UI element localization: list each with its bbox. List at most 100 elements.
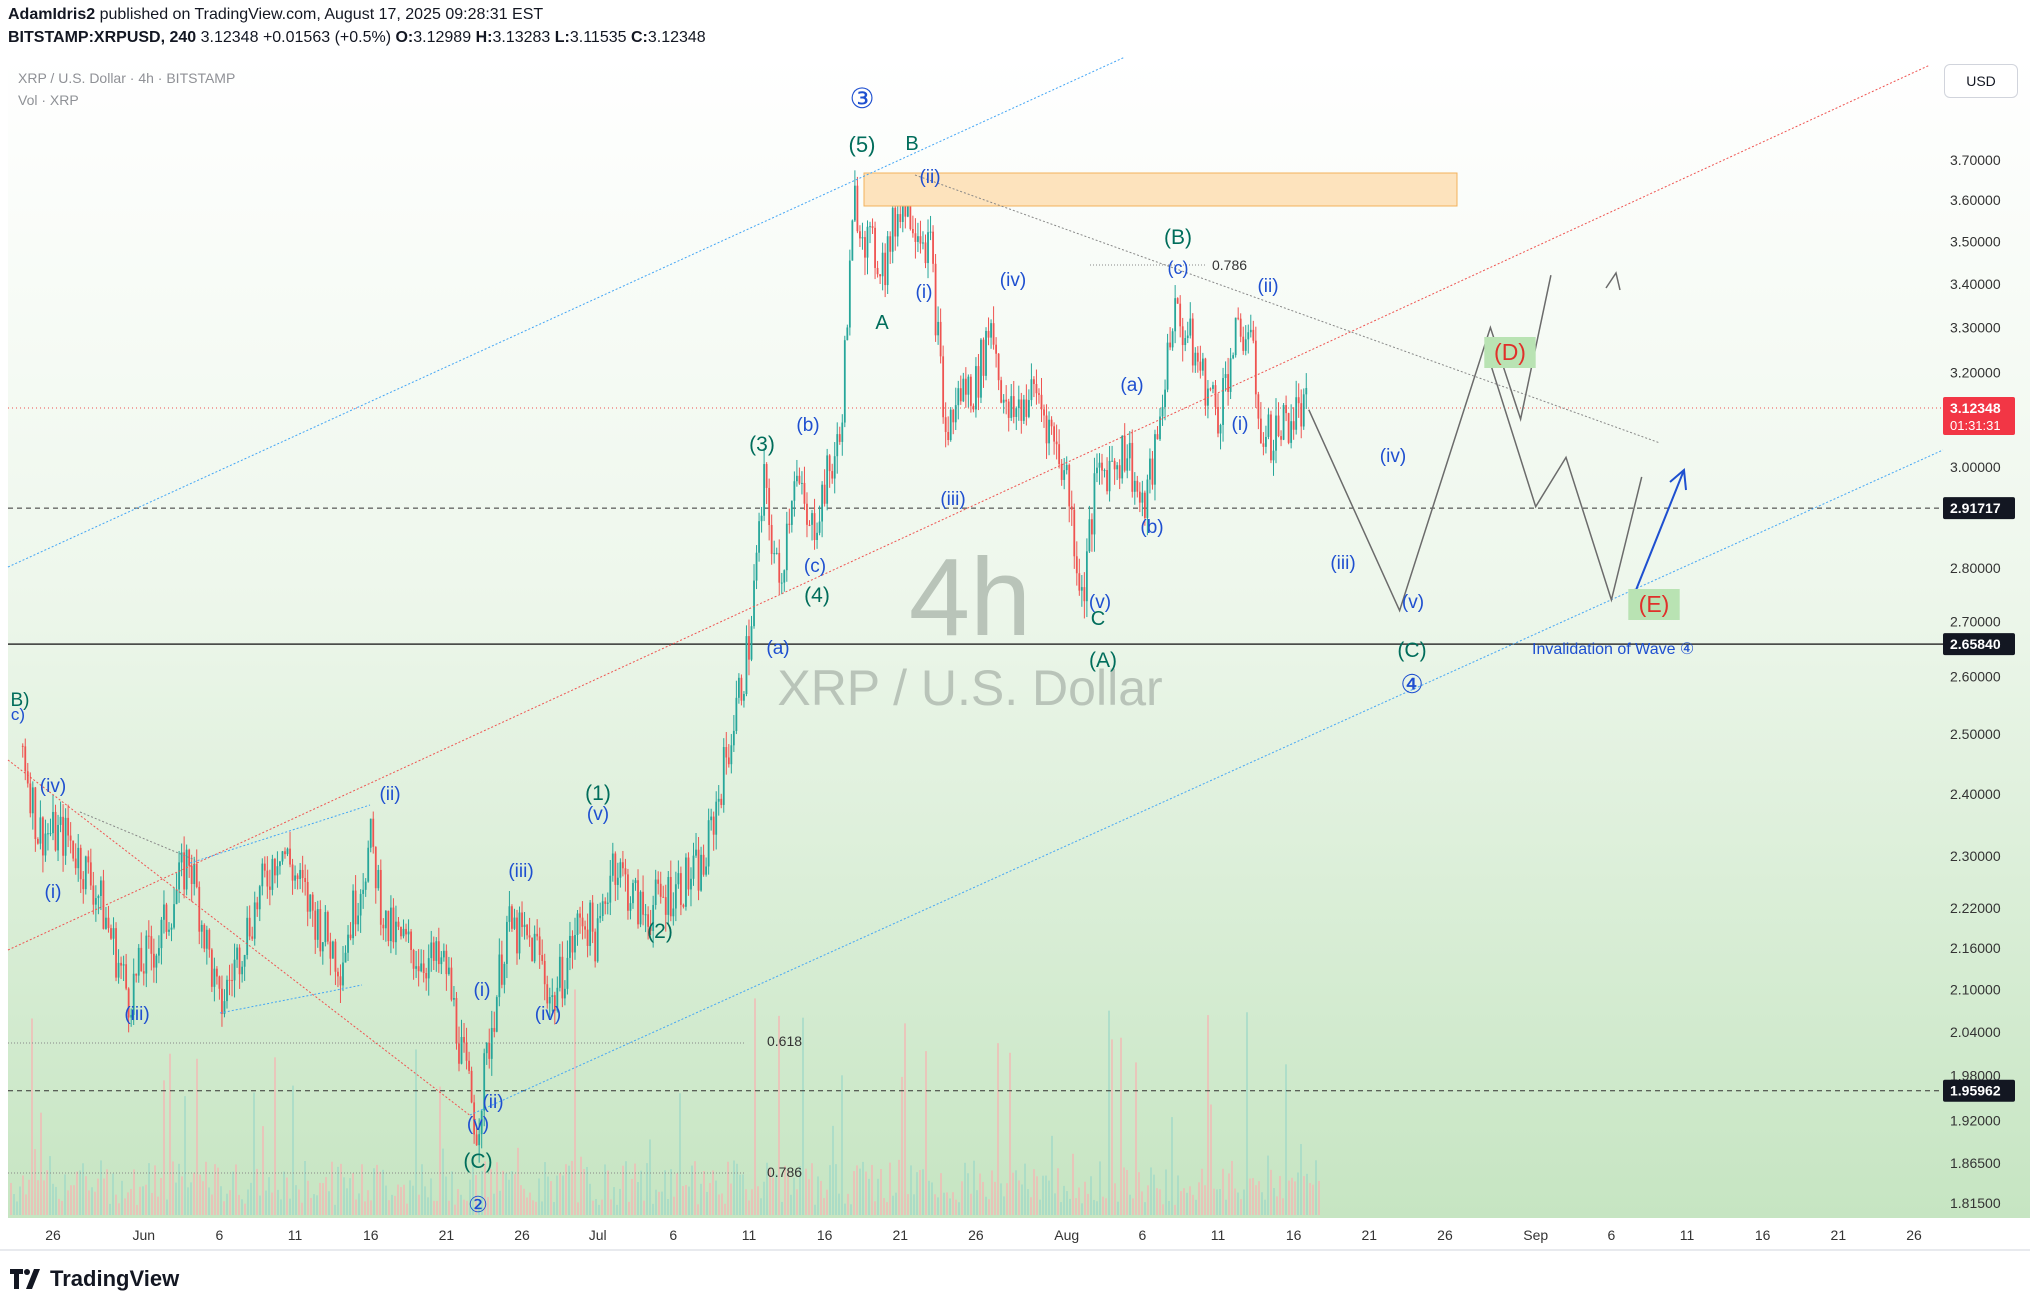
volume-bar — [1153, 1174, 1155, 1215]
candle-body — [816, 532, 818, 540]
candle — [710, 808, 713, 831]
currency-button[interactable]: USD — [1944, 64, 2018, 98]
price-tick-label: 3.60000 — [1950, 192, 2001, 208]
candle-body — [692, 855, 695, 879]
candle-body — [185, 849, 188, 890]
candle-body — [1133, 480, 1136, 492]
candle — [342, 945, 344, 992]
volume-bar — [589, 1183, 591, 1215]
candle — [34, 786, 37, 852]
volume-bar — [1087, 1193, 1089, 1215]
candle-body — [518, 912, 521, 954]
candle — [911, 215, 914, 238]
candle — [1265, 425, 1267, 454]
candle-body — [1073, 509, 1076, 557]
wave-label: (4) — [804, 584, 830, 607]
volume-bar — [502, 1170, 504, 1215]
volume-bar — [520, 1185, 522, 1215]
fib-label: 0.786 — [1212, 257, 1247, 273]
candle-body — [445, 950, 448, 975]
volume-bar — [826, 1189, 828, 1215]
candle — [1222, 367, 1224, 442]
candle-body — [813, 513, 816, 540]
candle-body — [576, 913, 579, 935]
time-tick-label: 26 — [968, 1227, 984, 1243]
candle — [841, 414, 844, 456]
candle-body — [110, 928, 112, 939]
time-tick-label: 26 — [45, 1227, 61, 1243]
candle-body — [654, 879, 657, 905]
candle — [495, 995, 498, 1033]
volume-bar — [1234, 1188, 1236, 1215]
volume-bar — [1000, 1183, 1002, 1215]
candle-body — [155, 955, 158, 968]
candle — [1083, 572, 1086, 619]
wave-label: B) — [11, 690, 30, 711]
candle-body — [1189, 318, 1192, 336]
candle-body — [629, 903, 632, 911]
publish-line: AdamIdris2 published on TradingView.com,… — [8, 6, 543, 24]
candle-body — [826, 455, 829, 504]
candle-body — [861, 237, 864, 239]
candle-body — [1249, 329, 1252, 333]
candle-body — [1174, 298, 1177, 332]
volume-bar — [982, 1181, 984, 1215]
candle-body — [743, 693, 745, 701]
volume-bar — [859, 1168, 861, 1215]
candle-body — [430, 942, 433, 959]
volume-bar — [1102, 1196, 1104, 1215]
volume-bar — [133, 1169, 135, 1215]
candle — [516, 909, 518, 965]
volume-bar — [139, 1186, 141, 1215]
wave-label: c) — [11, 705, 25, 724]
candle — [1138, 482, 1141, 513]
candle — [884, 243, 887, 298]
candle — [422, 949, 425, 983]
volume-bar — [796, 1189, 798, 1215]
volume-bar — [946, 1192, 948, 1215]
candle-body — [947, 431, 950, 441]
candle — [664, 884, 667, 932]
candle — [601, 893, 604, 922]
volume-bar — [700, 1183, 702, 1215]
candle — [1141, 480, 1144, 517]
price-tick-label: 1.98000 — [1950, 1068, 2001, 1084]
volume-bar — [853, 1171, 855, 1215]
candle — [987, 317, 990, 346]
candle — [1270, 410, 1272, 464]
candle — [1093, 457, 1096, 552]
candle — [1027, 389, 1030, 419]
volume-bar — [424, 1186, 426, 1215]
candle — [667, 871, 670, 925]
candle-body — [190, 865, 193, 885]
candle-body — [52, 811, 54, 834]
candle — [1058, 429, 1061, 469]
candle — [1121, 435, 1124, 484]
volume-bar — [1249, 1178, 1251, 1215]
author-name[interactable]: AdamIdris2 — [8, 6, 96, 23]
candle-body — [1259, 418, 1262, 444]
candle-body — [1048, 419, 1050, 444]
candle-body — [803, 482, 806, 504]
candle — [730, 733, 733, 774]
candle-body — [508, 906, 511, 922]
candle-body — [309, 894, 312, 912]
tradingview-logo[interactable]: TradingView — [10, 1266, 179, 1292]
candle-body — [339, 976, 342, 986]
candle-body — [677, 873, 680, 885]
candle-body — [715, 801, 718, 835]
candle-body — [944, 417, 947, 432]
wave-label-highlight — [1628, 589, 1680, 620]
candle — [286, 847, 289, 857]
volume-bar — [145, 1184, 147, 1215]
candle-body — [652, 904, 655, 931]
candle-body — [836, 434, 839, 457]
candle-body — [783, 570, 786, 583]
channel-upper-line — [7, 56, 1126, 568]
high-label: H: — [475, 29, 493, 46]
candle — [470, 1066, 473, 1104]
candle — [551, 978, 554, 1012]
volume-bar — [1186, 1192, 1188, 1215]
projection-arrowhead — [1605, 271, 1621, 291]
